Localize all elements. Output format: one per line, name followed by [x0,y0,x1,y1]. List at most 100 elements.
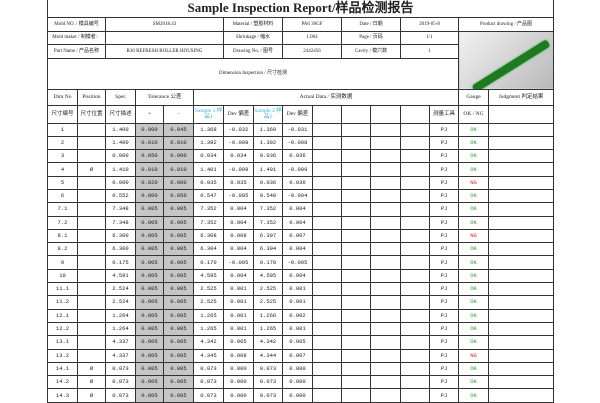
cell-gauge: PJ [429,202,459,217]
cell-sample1: 4.342 [193,335,224,350]
table-row: 2 1.400 0.010 0.010 1.392 -0.008 1.392 -0.008 PJ… [47,135,555,151]
cell-dev2: 0.000 [282,361,313,377]
cell-sample2: 1.369 [253,122,283,137]
cell-empty [312,388,342,403]
cell-spec: 1.264 [105,321,136,337]
mold-maker [105,30,224,45]
cell-dev2: 0.000 [282,388,313,403]
cell-gauge: PJ [429,282,459,297]
col-judgment: Judgment 判定结果 [487,88,555,106]
table-row: 11.1 2.524 0.005 0.005 2.525 0.001 2.525 0.001 P… [47,282,555,297]
cell-spec: 2.524 [105,282,136,297]
cell-empty [312,321,342,337]
cell-judgment: OK [458,242,489,257]
cell-empty [312,375,342,390]
cell-gauge: PJ [429,388,459,403]
cell-empty [400,348,430,363]
shrinkage-label: Shrinkage / 缩水 [223,30,283,45]
cell-tol-plus: 0.005 [135,388,164,403]
cell-remarks [487,228,555,244]
inspection-report-table: Sample Inspection Report/样品检测报告 Mold NO.… [46,0,555,403]
cell-dev2: -0.031 [282,122,313,137]
cell-empty [370,335,401,350]
cell-empty [370,348,401,363]
cell-tol-minus: 0.010 [163,135,194,151]
cell-sample1: 0.547 [193,188,224,204]
material-label: Material / 塑胶材料 [223,17,283,32]
cell-empty [341,175,371,190]
cell-remarks [487,295,555,310]
cell-dim-no: 6 [47,188,78,204]
cell-dev1: 0.034 [223,149,254,164]
cell-tol-plus: 0.005 [135,375,164,390]
cell-spec: 0.000 [105,175,136,190]
cell-empty [400,295,430,310]
cell-dev1: 0.001 [223,321,254,337]
cell-sample1: 1.401 [193,162,224,177]
cell-empty [370,255,401,270]
cell-position [77,348,106,363]
page: 1/1 [400,30,459,45]
cell-spec: 7.348 [105,202,136,217]
cell-dev1: 0.000 [223,388,254,403]
cell-tol-minus: 0.005 [163,255,194,270]
cell-empty [341,228,371,244]
cell-dev2: 0.002 [282,308,313,323]
cell-sample1: 0.034 [193,149,224,164]
page-label: Page / 页码 [341,30,401,45]
cell-dev1: -0.005 [223,255,254,270]
cell-empty [312,149,342,164]
cell-empty [400,361,430,377]
cell-dev1: 0.035 [223,175,254,190]
col-dim-no: Dim No [47,88,78,106]
col-actual-data: Actual Data / 实测数据 [193,88,459,106]
cell-tol-plus: 0.005 [135,215,164,230]
cell-dev2: 0.001 [282,321,313,337]
cell-empty [370,295,401,310]
cell-sample2: 7.352 [253,215,283,230]
cell-dev1: -0.032 [223,122,254,137]
cell-remarks [487,162,555,177]
cell-empty [370,388,401,403]
date: 2019-05-8 [400,17,459,32]
cell-sample1: 0.170 [193,255,224,270]
cell-empty [312,162,342,177]
cell-sample1: 2.525 [193,295,224,310]
cell-sample2: 4.342 [253,335,283,350]
cell-dev2: -0.005 [282,255,313,270]
cell-sample1: 0.035 [193,175,224,190]
drawing-no-label: Drawing No. / 图号 [223,44,283,59]
cell-position [77,335,106,350]
cell-dim-no: 9 [47,255,78,270]
cell-empty [400,175,430,190]
cell-tol-minus: 0.005 [163,228,194,244]
cell-tol-plus: 0.000 [135,122,164,137]
cell-spec: 4.591 [105,268,136,284]
cell-gauge: PJ [429,335,459,350]
col-sample1: Sample 1 样品1 [193,104,224,124]
cell-judgment: OK [458,295,489,310]
cell-sample1: 4.595 [193,268,224,284]
cell-tol-plus: 0.005 [135,321,164,337]
table-row: 10 4.591 0.005 0.005 4.595 0.004 4.595 0.004 PJ O… [47,268,555,284]
cell-tol-minus: 0.005 [163,282,194,297]
cell-tol-plus: 0.000 [135,188,164,204]
cell-spec: 6.300 [105,242,136,257]
cell-dim-no: 1 [47,122,78,137]
cell-tol-minus: 0.010 [163,162,194,177]
cell-tol-plus: 0.005 [135,308,164,323]
cell-tol-minus: 0.005 [163,202,194,217]
cell-dim-no: 11.2 [47,295,78,310]
date-label: Date / 日期 [341,17,401,32]
col-sample2: Sample 2 样品2 [253,104,283,124]
table-row: 12.2 1.264 0.005 0.005 1.265 0.001 1.265 0.001 P… [47,321,555,337]
cell-spec: 1.264 [105,308,136,323]
cell-dev2: 0.004 [282,268,313,284]
cell-remarks [487,282,555,297]
col-spec-cn: 尺寸描述 [105,104,136,124]
cell-sample1: 1.368 [193,122,224,137]
part-name-label: Part Name / 产品名称 [47,44,106,59]
cell-dev1: 0.008 [223,228,254,244]
cell-position [77,255,106,270]
cell-empty [400,202,430,217]
